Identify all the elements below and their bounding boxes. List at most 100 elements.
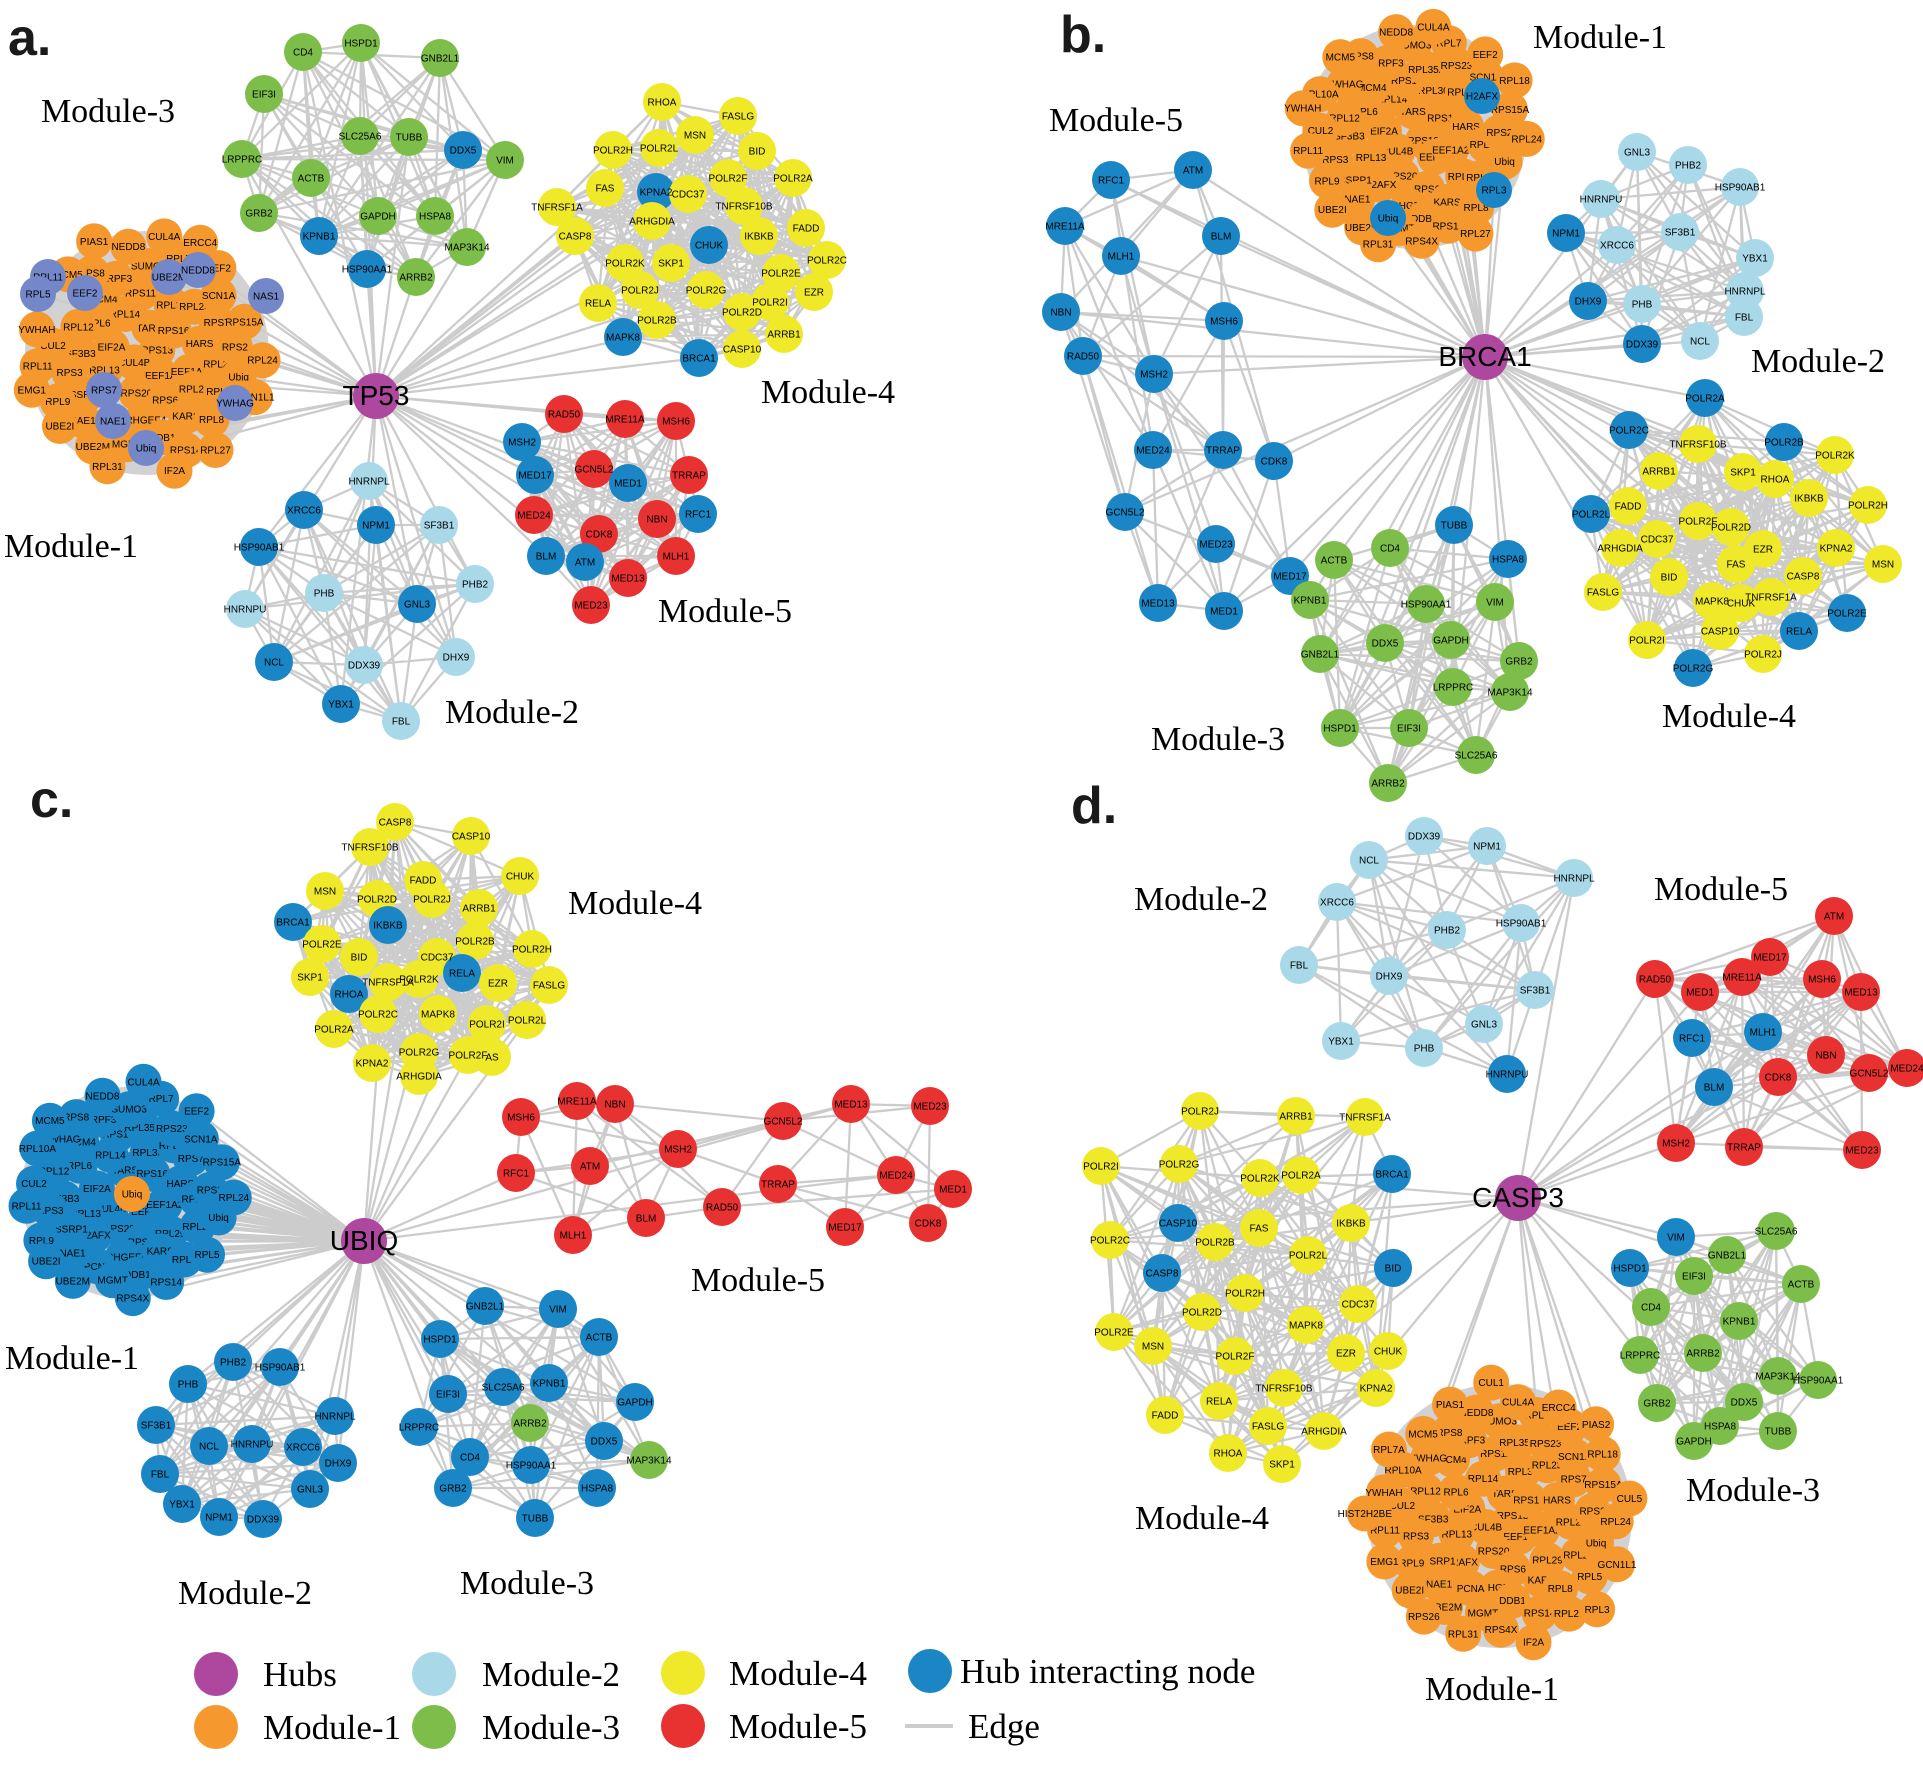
- svg-text:YWHAG: YWHAG: [43, 1134, 81, 1145]
- svg-text:Module-2: Module-2: [178, 1575, 312, 1612]
- svg-text:TUBB: TUBB: [1765, 1427, 1792, 1438]
- svg-text:CASP10: CASP10: [1701, 627, 1740, 638]
- svg-text:POLR2F: POLR2F: [1679, 517, 1718, 528]
- svg-text:RPL5: RPL5: [1577, 1572, 1602, 1583]
- svg-text:GCN5L2: GCN5L2: [1106, 508, 1145, 519]
- svg-text:MCM4: MCM4: [1357, 83, 1387, 94]
- svg-text:PHB: PHB: [178, 1380, 199, 1391]
- svg-text:HSP90AA1: HSP90AA1: [506, 1461, 557, 1472]
- svg-text:CD4: CD4: [1641, 1303, 1661, 1314]
- svg-text:RPS7: RPS7: [91, 386, 118, 397]
- svg-text:Ubiq: Ubiq: [208, 1213, 229, 1224]
- svg-text:TUBB: TUBB: [396, 133, 423, 144]
- svg-text:HSPD1: HSPD1: [423, 1335, 457, 1346]
- svg-text:MCM4: MCM4: [1437, 1455, 1467, 1466]
- svg-text:RPL12: RPL12: [1329, 113, 1360, 124]
- svg-text:NPM1: NPM1: [362, 521, 390, 532]
- svg-text:YBX1: YBX1: [1328, 1037, 1354, 1048]
- svg-text:GNB2L1: GNB2L1: [421, 54, 460, 65]
- svg-text:TNFRSF1A: TNFRSF1A: [1339, 1113, 1391, 1124]
- svg-text:BID: BID: [749, 147, 766, 158]
- svg-text:CUL4B: CUL4B: [118, 358, 151, 369]
- svg-text:RPL7A: RPL7A: [1373, 1445, 1405, 1456]
- svg-text:SF3B3: SF3B3: [1334, 132, 1365, 143]
- svg-text:SF3B1: SF3B1: [141, 1421, 172, 1432]
- svg-text:GAPDH: GAPDH: [1676, 1437, 1712, 1448]
- svg-text:RFC1: RFC1: [503, 1169, 530, 1180]
- svg-text:Module-5: Module-5: [658, 593, 792, 630]
- svg-text:FADD: FADD: [793, 224, 820, 235]
- svg-text:RPL23: RPL23: [1447, 88, 1478, 99]
- svg-text:NAE1: NAE1: [59, 1249, 86, 1260]
- svg-text:SKP1: SKP1: [297, 973, 323, 984]
- svg-text:KARS: KARS: [1528, 1576, 1556, 1587]
- svg-text:HSPA8: HSPA8: [419, 212, 451, 223]
- svg-text:RHOA: RHOA: [1214, 1449, 1243, 1460]
- svg-text:POLR2L: POLR2L: [508, 1016, 547, 1027]
- svg-text:MAP3K14: MAP3K14: [444, 243, 489, 254]
- svg-text:SCN1A: SCN1A: [1470, 73, 1504, 84]
- svg-text:TNFRSF1A: TNFRSF1A: [531, 203, 583, 214]
- svg-text:MED23: MED23: [1845, 1146, 1879, 1157]
- svg-text:RPS20: RPS20: [1386, 172, 1418, 183]
- svg-text:Module-3: Module-3: [1686, 1472, 1820, 1509]
- svg-text:RPL24: RPL24: [1600, 1517, 1631, 1528]
- svg-text:RPS20: RPS20: [103, 1224, 135, 1235]
- svg-text:SKP1: SKP1: [658, 259, 684, 270]
- svg-text:VIM: VIM: [496, 156, 514, 167]
- svg-text:MSH6: MSH6: [1808, 975, 1836, 986]
- svg-text:XRCC6: XRCC6: [286, 1443, 320, 1454]
- svg-text:POLR2E: POLR2E: [1827, 609, 1867, 620]
- svg-text:RPL27: RPL27: [200, 446, 231, 457]
- svg-text:RPS16: RPS16: [1427, 114, 1459, 125]
- svg-text:DDX5: DDX5: [1731, 1398, 1758, 1409]
- svg-text:MSN: MSN: [684, 131, 706, 142]
- svg-text:RPL6: RPL6: [1443, 1488, 1468, 1499]
- svg-text:Module-4: Module-4: [761, 374, 895, 411]
- svg-text:ATM: ATM: [1183, 166, 1203, 177]
- svg-text:BID: BID: [1385, 1264, 1402, 1275]
- svg-text:Module-3: Module-3: [460, 1565, 594, 1602]
- svg-text:RPS6: RPS6: [128, 1237, 155, 1248]
- svg-text:LRPPRC: LRPPRC: [1433, 683, 1474, 694]
- svg-text:RPL6: RPL6: [85, 319, 110, 330]
- svg-text:NEDD8: NEDD8: [86, 1091, 120, 1102]
- svg-text:CUL1: CUL1: [1478, 1378, 1504, 1389]
- svg-text:b.: b.: [1060, 6, 1106, 64]
- svg-text:a.: a.: [8, 9, 51, 67]
- svg-text:RPS3: RPS3: [1322, 155, 1349, 166]
- svg-text:POLR2I: POLR2I: [1629, 636, 1665, 647]
- svg-text:MCM5: MCM5: [1326, 53, 1356, 64]
- svg-text:TUBB: TUBB: [522, 1514, 549, 1525]
- svg-text:HARS: HARS: [1543, 1496, 1571, 1507]
- svg-text:NEDD8: NEDD8: [1460, 1408, 1494, 1419]
- svg-text:UBE2M: UBE2M: [152, 273, 186, 284]
- svg-text:POLR2E: POLR2E: [1094, 1328, 1134, 1339]
- svg-text:GCN5L2: GCN5L2: [575, 465, 614, 476]
- svg-text:MED1: MED1: [939, 1185, 967, 1196]
- svg-text:TARS: TARS: [1400, 107, 1426, 118]
- svg-text:EEF2: EEF2: [72, 289, 97, 300]
- svg-text:CDC37: CDC37: [1342, 1300, 1375, 1311]
- svg-text:NEDD8: NEDD8: [111, 242, 145, 253]
- svg-text:UBE2M: UBE2M: [1345, 223, 1379, 234]
- svg-text:RPL8: RPL8: [199, 415, 224, 426]
- svg-text:CD4: CD4: [1380, 544, 1400, 555]
- svg-text:PHB2: PHB2: [462, 580, 489, 591]
- svg-text:EZR: EZR: [488, 979, 508, 990]
- svg-text:CASP8: CASP8: [559, 232, 592, 243]
- svg-text:RPL11: RPL11: [1293, 146, 1323, 157]
- svg-text:TNFRSF1A: TNFRSF1A: [1745, 593, 1797, 604]
- svg-text:YWHAH: YWHAH: [1284, 104, 1321, 115]
- svg-text:KPNB1: KPNB1: [1723, 1317, 1756, 1328]
- svg-text:RPL9: RPL9: [1399, 1559, 1424, 1570]
- svg-text:POLR2K: POLR2K: [1815, 451, 1855, 462]
- svg-text:IKBKB: IKBKB: [1336, 1219, 1366, 1230]
- svg-text:ARRB1: ARRB1: [1642, 467, 1676, 478]
- svg-text:Module-3: Module-3: [1151, 721, 1285, 758]
- svg-text:CUL2: CUL2: [21, 1179, 47, 1190]
- svg-text:POLR2H: POLR2H: [1848, 501, 1888, 512]
- svg-text:Hub interacting node: Hub interacting node: [960, 1652, 1255, 1691]
- svg-text:EEF1A2: EEF1A2: [1523, 1525, 1561, 1536]
- svg-text:ARHGEF4: ARHGEF4: [1474, 1583, 1522, 1594]
